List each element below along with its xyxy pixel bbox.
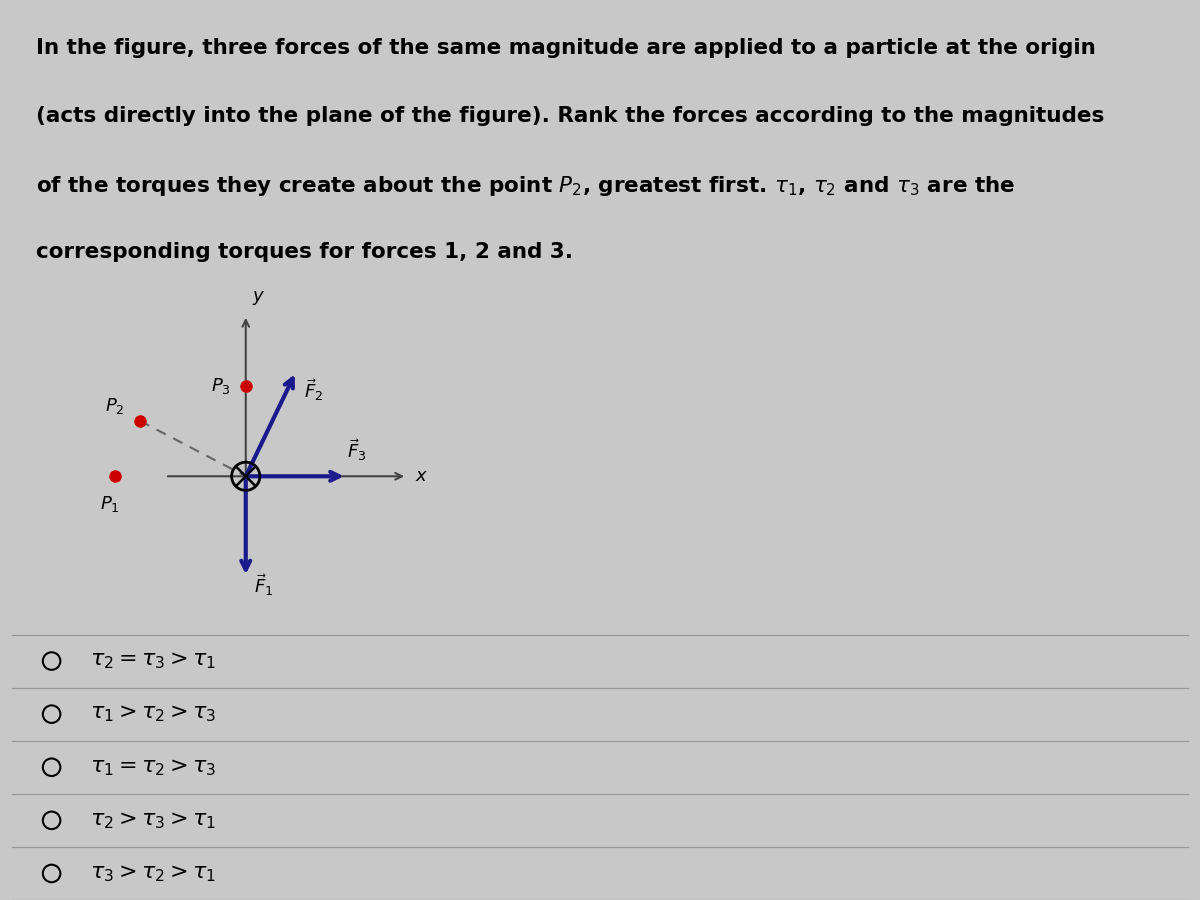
Text: In the figure, three forces of the same magnitude are applied to a particle at t: In the figure, three forces of the same … [36, 38, 1096, 58]
Text: $\tau_2 = \tau_3 > \tau_1$: $\tau_2 = \tau_3 > \tau_1$ [90, 651, 216, 671]
Text: $\tau_3 > \tau_2 > \tau_1$: $\tau_3 > \tau_2 > \tau_1$ [90, 863, 216, 884]
Text: $\vec{F}_2$: $\vec{F}_2$ [304, 377, 323, 402]
Text: $\tau_2 > \tau_3 > \tau_1$: $\tau_2 > \tau_3 > \tau_1$ [90, 810, 216, 831]
Text: $P_2$: $P_2$ [106, 396, 125, 416]
Text: $\vec{F}_3$: $\vec{F}_3$ [347, 437, 366, 464]
Text: $x$: $x$ [415, 467, 428, 485]
Text: (acts directly into the plane of the figure). Rank the forces according to the m: (acts directly into the plane of the fig… [36, 106, 1104, 126]
Text: $y$: $y$ [252, 289, 265, 307]
Text: corresponding torques for forces 1, 2 and 3.: corresponding torques for forces 1, 2 an… [36, 242, 572, 262]
Text: $P_3$: $P_3$ [211, 375, 230, 396]
Text: $\tau_1 = \tau_2 > \tau_3$: $\tau_1 = \tau_2 > \tau_3$ [90, 757, 216, 778]
Text: $P_1$: $P_1$ [100, 494, 120, 515]
Text: of the torques they create about the point $P_2$, greatest first. $\tau_1$, $\ta: of the torques they create about the poi… [36, 175, 1015, 198]
Text: $\tau_1 > \tau_2 > \tau_3$: $\tau_1 > \tau_2 > \tau_3$ [90, 704, 216, 725]
Text: $\vec{F}_1$: $\vec{F}_1$ [254, 572, 274, 598]
